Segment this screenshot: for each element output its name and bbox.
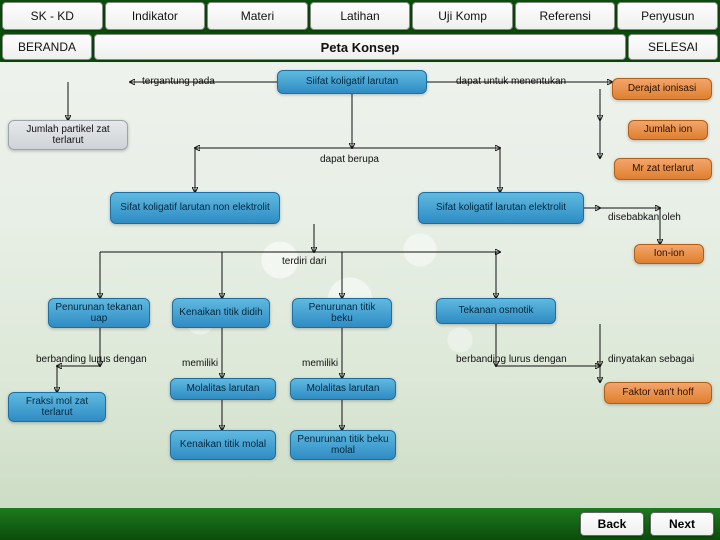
node-derajat: Derajat ionisasi: [612, 78, 712, 100]
top-nav: SK - KDIndikatorMateriLatihanUji KompRef…: [0, 0, 720, 32]
nav-indikator[interactable]: Indikator: [105, 2, 206, 30]
node-kenaik: Kenaikan titik didih: [172, 298, 270, 328]
node-jion: Jumlah ion: [628, 120, 708, 140]
node-penbeku: Penurunan titik beku: [292, 298, 392, 328]
edge-label-5: berbanding lurus dengan: [36, 354, 147, 365]
node-fraksi: Fraksi mol zat terlarut: [8, 392, 106, 422]
beranda-button[interactable]: BERANDA: [2, 34, 92, 60]
selesai-button[interactable]: SELESAI: [628, 34, 718, 60]
node-molal2: Molalitas larutan: [290, 378, 396, 400]
node-non: Sifat koligatif larutan non elektrolit: [110, 192, 280, 224]
nav-latihan[interactable]: Latihan: [310, 2, 411, 30]
edge-label-1: dapat untuk menentukan: [456, 76, 566, 87]
node-siifat: Siifat koligatif larutan: [277, 70, 427, 94]
second-nav: BERANDA Peta Konsep SELESAI: [0, 32, 720, 62]
edge-label-4: terdiri dari: [282, 256, 326, 267]
nav-materi[interactable]: Materi: [207, 2, 308, 30]
edge-label-6: memiliki: [182, 358, 218, 369]
nav-uji-komp[interactable]: Uji Komp: [412, 2, 513, 30]
node-ionion: Ion-ion: [634, 244, 704, 264]
page-title: Peta Konsep: [94, 34, 626, 60]
node-penuap: Penurunan tekanan uap: [48, 298, 150, 328]
node-molal1: Molalitas larutan: [170, 378, 276, 400]
back-button[interactable]: Back: [580, 512, 644, 536]
nav-referensi[interactable]: Referensi: [515, 2, 616, 30]
edge-label-0: tergantung pada: [142, 76, 215, 87]
node-jumlah: Jumlah partikel zat terlarut: [8, 120, 128, 150]
footer-bar: Back Next: [0, 508, 720, 540]
edge-label-7: memiliki: [302, 358, 338, 369]
edge-label-9: dinyatakan sebagai: [608, 354, 694, 365]
edge-label-2: dapat berupa: [320, 154, 379, 165]
node-mrzat: Mr zat terlarut: [614, 158, 712, 180]
concept-map: Siifat koligatif larutan Jumlah partikel …: [0, 62, 720, 508]
node-kmolal: Kenaikan titik molal: [170, 430, 276, 460]
nav-sk-kd[interactable]: SK - KD: [2, 2, 103, 30]
next-button[interactable]: Next: [650, 512, 714, 536]
node-pmolal: Penurunan titik beku molal: [290, 430, 396, 460]
edge-label-3: disebabkan oleh: [608, 212, 681, 223]
nav-penyusun[interactable]: Penyusun: [617, 2, 718, 30]
node-elek: Sifat koligatif larutan elektrolit: [418, 192, 584, 224]
edge-label-8: berbanding lurus dengan: [456, 354, 567, 365]
node-vant: Faktor van't hoff: [604, 382, 712, 404]
node-osmotik: Tekanan osmotik: [436, 298, 556, 324]
